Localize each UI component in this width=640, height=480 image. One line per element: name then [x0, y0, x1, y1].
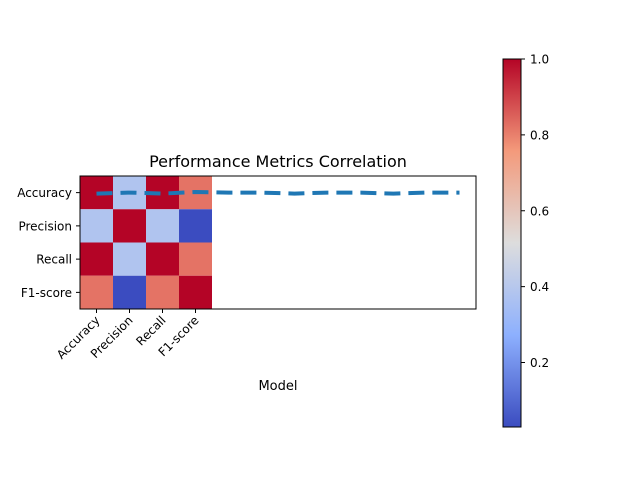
heatmap-cell — [113, 275, 146, 309]
y-tick-label: Recall — [36, 253, 72, 267]
x-axis-label: Model — [258, 379, 297, 394]
y-tick-label: F1-score — [21, 286, 72, 300]
heatmap-cell — [179, 275, 212, 309]
heatmap-cell — [80, 275, 113, 309]
overlay-line-series — [96, 189, 460, 196]
heatmap-cell — [179, 242, 212, 276]
heatmap-cell — [80, 242, 113, 276]
heatmap-cell — [179, 209, 212, 243]
plot-frame — [79, 175, 477, 310]
heatmap-cell — [146, 242, 179, 276]
heatmap-cell — [146, 209, 179, 243]
heatmap-plot-area — [80, 176, 212, 309]
colorbar-tick-label: 0.4 — [530, 280, 549, 294]
overlay-line — [96, 189, 460, 196]
heatmap-cell — [113, 242, 146, 276]
heatmap-cell — [80, 209, 113, 243]
y-tick-label: Precision — [18, 219, 72, 233]
colorbar — [502, 58, 522, 428]
y-tick-label: Accuracy — [17, 186, 72, 200]
colorbar-tick-label: 0.6 — [530, 204, 549, 218]
colorbar-axis: 0.2 0.4 0.6 0.8 1.0 — [521, 53, 549, 370]
colorbar-tick-label: 1.0 — [530, 53, 549, 67]
heatmap-cell — [113, 209, 146, 243]
colorbar-tick-label: 0.2 — [530, 356, 549, 370]
colorbar-tick-label: 0.8 — [530, 128, 549, 142]
heatmap-cell — [146, 275, 179, 309]
chart-title: Performance Metrics Correlation — [149, 152, 407, 171]
y-axis: Accuracy Precision Recall F1-score — [17, 186, 80, 300]
